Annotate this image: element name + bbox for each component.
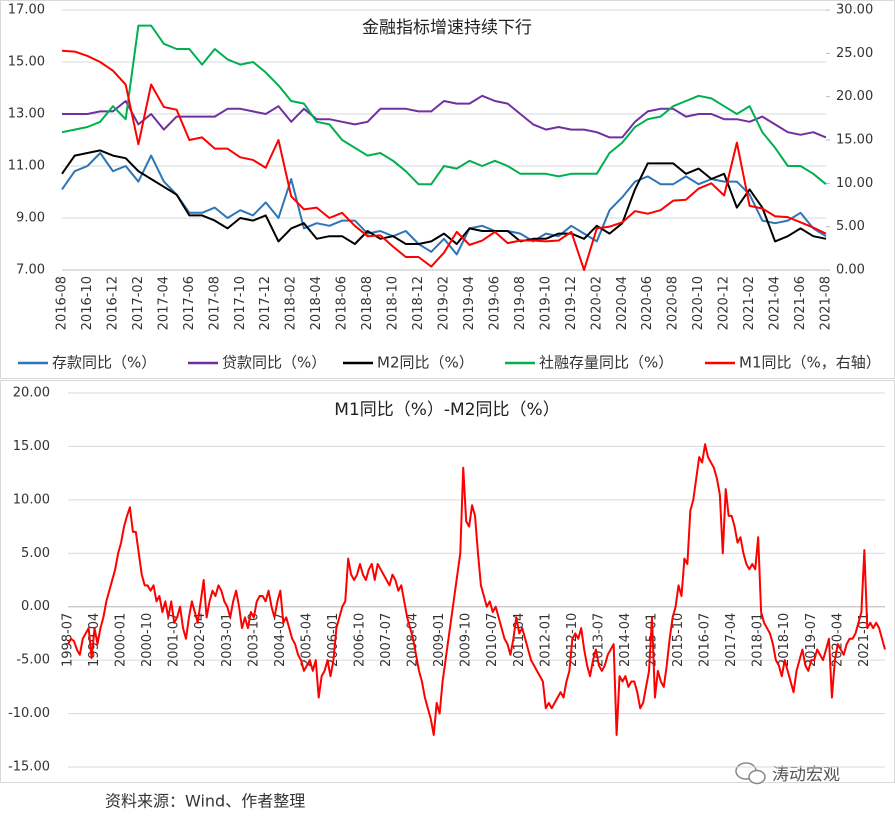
x-tick-label: 2000-10 [140,613,155,667]
y2-tick-label: 0.00 [836,263,865,278]
x-tick-label: 2021-06 [793,276,808,330]
y-tick-label: 15.00 [13,439,50,454]
y-tick-label: 15.00 [8,55,45,70]
x-tick-label: 2018-10 [386,276,401,330]
x-tick-label: 2016-10 [80,276,95,330]
line-series [61,49,827,271]
x-tick-label: 2006-10 [352,613,367,667]
y-tick-label: -10.00 [8,706,50,721]
x-tick-label: 2020-12 [717,276,732,330]
line-series [67,443,886,736]
line-series [61,152,827,256]
source-note: 资料来源：Wind、作者整理 [105,792,305,811]
x-tick-label: 2020-10 [691,276,706,330]
x-tick-label: 2021-02 [742,276,757,330]
x-tick-label: 2018-10 [777,613,792,667]
chart-title: M1同比（%）-M2同比（%） [334,400,559,420]
line-series [61,24,827,186]
y-tick-label: -5.00 [16,653,50,668]
x-tick-label: 2019-10 [538,276,553,330]
x-tick-label: 2004-07 [273,613,288,667]
y-tick-label: 9.00 [16,211,45,226]
x-tick-label: 2020-08 [666,276,681,330]
x-tick-label: 2018-01 [751,613,766,667]
x-tick-label: 2010-07 [485,613,500,667]
y2-tick-label: 30.00 [836,3,873,18]
line-series [62,94,827,139]
y2-tick-label: 5.00 [836,219,865,234]
x-tick-label: 2018-06 [335,276,350,330]
y-tick-label: 17.00 [8,3,45,18]
x-tick-label: 2012-01 [538,613,553,667]
x-tick-label: 2009-01 [432,613,447,667]
y-tick-label: 7.00 [16,263,45,278]
line-series [61,149,827,245]
x-tick-label: 2018-02 [284,276,299,330]
x-tick-label: 2019-08 [513,276,528,330]
x-tick-label: 2014-04 [618,613,633,667]
legend-label: 存款同比（%） [52,354,156,372]
x-tick-label: 2017-12 [258,276,273,330]
x-tick-label: 2001-07 [167,613,182,667]
y2-tick-label: 15.00 [836,133,873,148]
x-tick-label: 2015-10 [671,613,686,667]
x-tick-label: 2018-08 [360,276,375,330]
watermark-icon [735,762,766,785]
y-tick-label: 13.00 [8,107,45,122]
y2-tick-label: 20.00 [836,89,873,104]
chart-title: 金融指标增速持续下行 [362,18,532,38]
x-tick-label: 2002-04 [193,613,208,667]
legend-label: 社融存量同比（%） [539,354,673,372]
x-tick-label: 2007-07 [379,613,394,667]
x-tick-label: 2020-04 [830,613,845,667]
x-tick-label: 2021-08 [819,276,834,330]
legend-label: M1同比（%，右轴） [739,354,881,372]
chart-frame [0,380,895,783]
x-tick-label: 2019-02 [437,276,452,330]
x-tick-label: 2018-12 [411,276,426,330]
x-tick-label: 2017-10 [233,276,248,330]
x-tick-label: 2016-08 [55,276,70,330]
x-tick-label: 2019-12 [564,276,579,330]
x-tick-label: 2019-07 [804,613,819,667]
x-tick-label: 2017-02 [131,276,146,330]
x-tick-label: 2017-06 [182,276,197,330]
x-tick-label: 2021-04 [768,276,783,330]
y-tick-label: 10.00 [13,492,50,507]
x-tick-label: 2020-06 [640,276,655,330]
y-tick-label: -15.00 [8,760,50,775]
x-tick-label: 1998-07 [61,613,76,667]
y-tick-label: 11.00 [8,159,45,174]
x-tick-label: 2017-04 [724,613,739,667]
x-tick-label: 2019-04 [462,276,477,330]
x-tick-label: 2000-01 [114,613,129,667]
y-tick-label: 5.00 [21,546,50,561]
y-tick-label: 20.00 [13,386,50,401]
x-tick-label: 2009-10 [459,613,474,667]
watermark: 涛动宏观 [772,765,840,785]
x-tick-label: 2020-04 [615,276,630,330]
x-tick-label: 2019-06 [487,276,502,330]
x-tick-label: 2018-04 [309,276,324,330]
x-tick-label: 2003-01 [220,613,235,667]
x-tick-label: 2005-04 [299,613,314,667]
x-tick-label: 2003-10 [246,613,261,667]
y-tick-label: 0.00 [21,599,50,614]
x-tick-label: 2017-08 [207,276,222,330]
x-tick-label: 2020-02 [589,276,604,330]
y2-tick-label: 25.00 [836,46,873,61]
x-tick-label: 2016-07 [698,613,713,667]
x-tick-label: 2017-04 [156,276,171,330]
legend-label: M2同比（%） [377,354,474,372]
legend-label: 贷款同比（%） [222,354,326,372]
y2-tick-label: 10.00 [836,176,873,191]
x-tick-label: 2016-12 [105,276,120,330]
